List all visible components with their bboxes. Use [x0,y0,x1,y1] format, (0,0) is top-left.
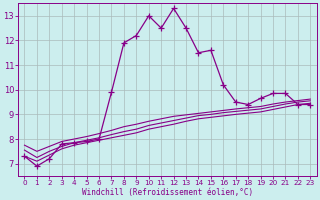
X-axis label: Windchill (Refroidissement éolien,°C): Windchill (Refroidissement éolien,°C) [82,188,253,197]
